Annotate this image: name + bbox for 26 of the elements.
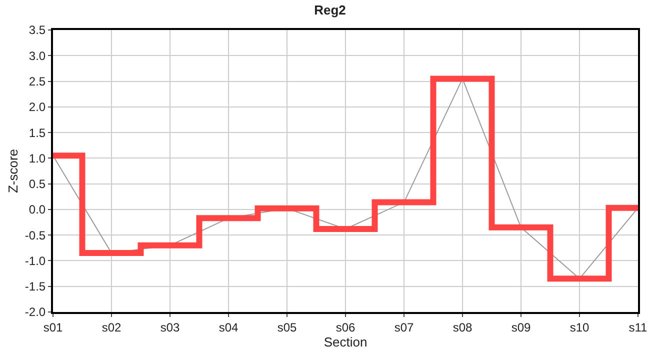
chart-title: Reg2 <box>314 2 346 18</box>
y-tick-label: 2.5 <box>28 74 46 88</box>
x-tick-label: s04 <box>218 320 238 334</box>
x-tick-label: s06 <box>336 320 356 334</box>
y-tick-label: -1.5 <box>24 280 46 294</box>
x-tick-label: s09 <box>511 320 531 334</box>
x-tick-label: s05 <box>277 320 297 334</box>
x-tick-label: s10 <box>570 320 590 334</box>
x-tick-label: s02 <box>102 320 122 334</box>
y-tick-label: 3.5 <box>28 23 46 38</box>
y-tick-label: -2.0 <box>24 305 46 320</box>
x-tick-label: s07 <box>394 320 414 334</box>
x-tick-label: s11 <box>628 320 648 334</box>
y-tick-label: 1.0 <box>28 151 46 166</box>
x-tick-label: s03 <box>160 320 180 334</box>
x-tick-label: s01 <box>43 320 63 334</box>
y-axis-title: Z-score <box>5 148 20 194</box>
x-tick-label: s08 <box>452 320 472 334</box>
y-tick-label: 0.5 <box>28 177 46 192</box>
y-tick-label: -1.0 <box>24 254 46 268</box>
y-tick-label: 1.5 <box>28 126 46 140</box>
y-tick-label: -0.5 <box>24 228 46 242</box>
y-tick-label: 3.0 <box>28 48 46 63</box>
y-tick-label: 2.0 <box>28 100 46 114</box>
y-tick-label: 0.0 <box>28 202 46 217</box>
x-axis-title: Section <box>324 334 368 350</box>
